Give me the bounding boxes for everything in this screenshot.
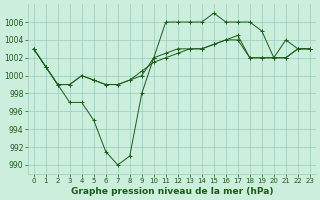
X-axis label: Graphe pression niveau de la mer (hPa): Graphe pression niveau de la mer (hPa) — [70, 187, 273, 196]
